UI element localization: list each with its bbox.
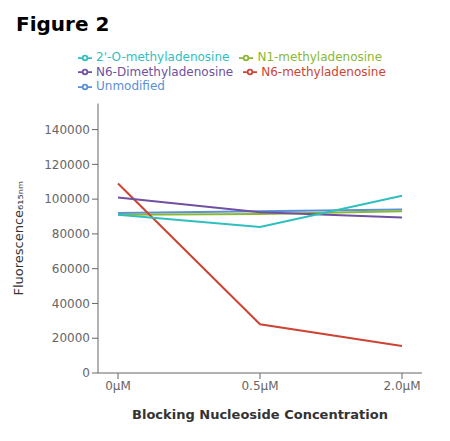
svg-text:140000: 140000 — [44, 123, 90, 137]
html-text:N1-methyladenosine: N1-methyladenosine — [257, 50, 382, 64]
svg-text:Blocking Nucleoside Concentrat: Blocking Nucleoside Concentration — [132, 407, 388, 422]
svg-text:0: 0 — [82, 366, 90, 380]
html-text:N6-methyladenosine: N6-methyladenosine — [261, 64, 386, 79]
svg-text:100000: 100000 — [44, 192, 90, 206]
svg-text:2.0μM: 2.0μM — [383, 379, 420, 393]
html-text:Unmodified: Unmodified — [96, 79, 165, 93]
svg-text:60000: 60000 — [52, 262, 90, 276]
svg-text:20000: 20000 — [52, 331, 90, 345]
html-text:N6-Dimethyladenosine: N6-Dimethyladenosine — [96, 64, 234, 79]
html-text:Figure 2: Figure 2 — [16, 12, 110, 36]
svg-text:80000: 80000 — [52, 227, 90, 241]
svg-text:120000: 120000 — [44, 158, 90, 172]
svg-text:40000: 40000 — [52, 297, 90, 311]
svg-text:Fluorescence₆₁₅ₙₘ: Fluorescence₆₁₅ₙₘ — [11, 181, 26, 296]
html-text:2'-O-methyladenosine: 2'-O-methyladenosine — [96, 50, 230, 64]
svg-text:0.5μM: 0.5μM — [241, 379, 278, 393]
svg-text:0μM: 0μM — [105, 379, 131, 393]
